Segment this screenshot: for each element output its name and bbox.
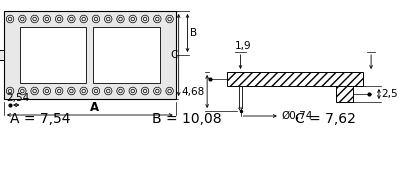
Circle shape — [129, 15, 136, 23]
Circle shape — [166, 15, 173, 23]
Circle shape — [92, 87, 100, 95]
Circle shape — [57, 17, 61, 21]
Circle shape — [33, 89, 36, 93]
Circle shape — [156, 89, 159, 93]
Circle shape — [104, 87, 112, 95]
Circle shape — [92, 15, 100, 23]
Circle shape — [31, 87, 38, 95]
Bar — [227, 72, 363, 86]
Circle shape — [117, 87, 124, 95]
Circle shape — [82, 17, 86, 21]
Text: B = 10,08: B = 10,08 — [152, 112, 222, 126]
Circle shape — [6, 87, 14, 95]
Circle shape — [119, 89, 122, 93]
Circle shape — [154, 15, 161, 23]
Circle shape — [129, 87, 136, 95]
Circle shape — [94, 17, 98, 21]
Circle shape — [56, 87, 63, 95]
Text: 1,9: 1,9 — [235, 41, 252, 51]
Circle shape — [33, 17, 36, 21]
Circle shape — [68, 87, 75, 95]
Text: 2,54: 2,54 — [6, 93, 30, 104]
Circle shape — [106, 17, 110, 21]
Circle shape — [141, 87, 149, 95]
Circle shape — [70, 17, 73, 21]
Polygon shape — [238, 108, 242, 111]
Circle shape — [166, 87, 173, 95]
Circle shape — [8, 17, 12, 21]
Circle shape — [94, 89, 98, 93]
Circle shape — [19, 87, 26, 95]
Circle shape — [131, 17, 134, 21]
Circle shape — [82, 89, 86, 93]
Circle shape — [20, 89, 24, 93]
Text: C = 7,62: C = 7,62 — [294, 112, 355, 126]
Circle shape — [168, 89, 171, 93]
Text: A = 7,54: A = 7,54 — [10, 112, 70, 126]
Circle shape — [117, 15, 124, 23]
Bar — [20, 27, 86, 83]
Circle shape — [80, 15, 88, 23]
Circle shape — [57, 89, 61, 93]
Circle shape — [119, 17, 122, 21]
Circle shape — [19, 15, 26, 23]
Circle shape — [80, 87, 88, 95]
Text: 2,5: 2,5 — [381, 89, 398, 99]
Text: 4,68: 4,68 — [182, 86, 205, 97]
Bar — [93, 27, 160, 83]
Circle shape — [141, 15, 149, 23]
Circle shape — [68, 15, 75, 23]
Circle shape — [104, 15, 112, 23]
Circle shape — [168, 17, 171, 21]
Bar — [336, 86, 354, 102]
Circle shape — [45, 17, 49, 21]
Text: A: A — [90, 101, 99, 114]
Circle shape — [154, 87, 161, 95]
Bar — [0, 50, 4, 60]
Circle shape — [31, 15, 38, 23]
Circle shape — [20, 17, 24, 21]
Text: C: C — [170, 50, 178, 60]
Bar — [238, 86, 242, 108]
Circle shape — [56, 15, 63, 23]
Circle shape — [70, 89, 73, 93]
Circle shape — [43, 87, 51, 95]
Text: B: B — [190, 28, 198, 38]
Circle shape — [106, 89, 110, 93]
Circle shape — [8, 89, 12, 93]
Circle shape — [143, 17, 147, 21]
Bar — [4, 11, 176, 99]
Circle shape — [6, 15, 14, 23]
Text: Ø0,74: Ø0,74 — [282, 111, 313, 121]
Circle shape — [45, 89, 49, 93]
Circle shape — [156, 17, 159, 21]
Circle shape — [131, 89, 134, 93]
Circle shape — [143, 89, 147, 93]
Circle shape — [43, 15, 51, 23]
